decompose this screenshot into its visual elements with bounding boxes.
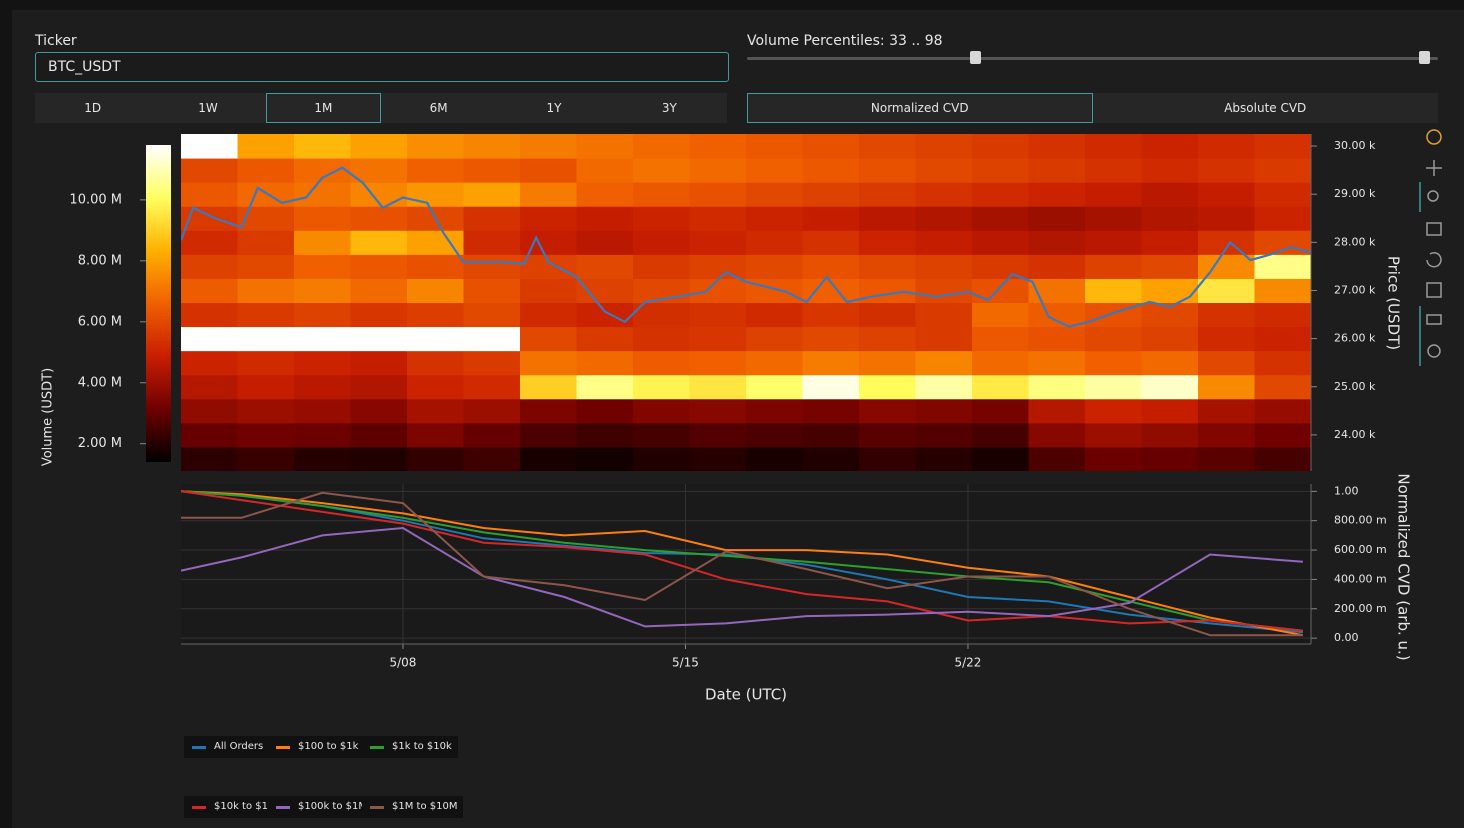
legend-label: All Orders bbox=[214, 741, 264, 752]
zoom-icon[interactable] bbox=[1427, 190, 1439, 202]
range-button[interactable]: 1Y bbox=[546, 101, 562, 115]
compare-icon[interactable] bbox=[1426, 222, 1442, 236]
legend-item[interactable]: $100 to $1k bbox=[268, 736, 365, 758]
legend-swatch bbox=[370, 745, 384, 749]
percentile-label: Volume Percentiles: 33 .. 98 bbox=[747, 33, 943, 49]
legend-label: $1M to $10M bbox=[392, 801, 458, 812]
range-button[interactable]: 1W bbox=[198, 101, 218, 115]
hover-icon[interactable] bbox=[1426, 314, 1442, 325]
spike-icon[interactable] bbox=[1427, 344, 1441, 358]
legend-label: $100k to $1M bbox=[298, 801, 367, 812]
cvd-mode-button[interactable]: Normalized CVD bbox=[747, 93, 1093, 123]
cvd-mode-buttons: Normalized CVD Absolute CVD bbox=[747, 93, 1438, 123]
modebar bbox=[1419, 129, 1442, 366]
legend-label: $1k to $10k bbox=[392, 741, 452, 752]
range-button[interactable]: 6M bbox=[429, 101, 448, 115]
legend-swatch bbox=[370, 805, 384, 809]
slider-handle[interactable] bbox=[1419, 51, 1431, 64]
legend-swatch bbox=[192, 805, 206, 809]
legend-item[interactable]: $1M to $10M bbox=[362, 796, 464, 818]
range-button[interactable]: 3Y bbox=[661, 101, 677, 115]
ticker-input[interactable]: BTC_USDT bbox=[35, 52, 729, 82]
legend-item[interactable]: $100k to $1M bbox=[268, 796, 373, 818]
slider-handle[interactable] bbox=[970, 51, 982, 64]
percentile-low: 33 bbox=[889, 33, 907, 49]
range-buttons: 1D 1W 1M 6M 1Y 3Y bbox=[35, 93, 727, 123]
range-button[interactable]: 1D bbox=[84, 101, 102, 115]
legend-item[interactable]: $10k to $100k bbox=[184, 796, 293, 818]
percentile-high: 98 bbox=[924, 33, 943, 49]
legend-swatch bbox=[192, 745, 206, 749]
slider-track[interactable] bbox=[747, 57, 1438, 60]
ticker-label: Ticker bbox=[35, 33, 77, 49]
panel bbox=[12, 10, 1464, 828]
pan-icon[interactable] bbox=[1426, 160, 1442, 176]
cvd-mode-button[interactable]: Absolute CVD bbox=[1224, 101, 1307, 115]
legend-swatch bbox=[276, 745, 290, 749]
save-icon[interactable] bbox=[1426, 282, 1442, 298]
percentile-separator: .. bbox=[911, 33, 921, 49]
legend-label: $100 to $1k bbox=[298, 741, 359, 752]
legend-item[interactable]: $1k to $10k bbox=[362, 736, 458, 758]
percentile-title: Volume Percentiles: bbox=[747, 33, 885, 49]
range-button[interactable]: 1M bbox=[265, 93, 381, 123]
legend-swatch bbox=[276, 805, 290, 809]
legend-item[interactable]: All Orders bbox=[184, 736, 270, 758]
logo-icon[interactable] bbox=[1426, 129, 1442, 145]
legend-label: $10k to $100k bbox=[214, 801, 287, 812]
reset-icon[interactable] bbox=[1426, 252, 1442, 268]
